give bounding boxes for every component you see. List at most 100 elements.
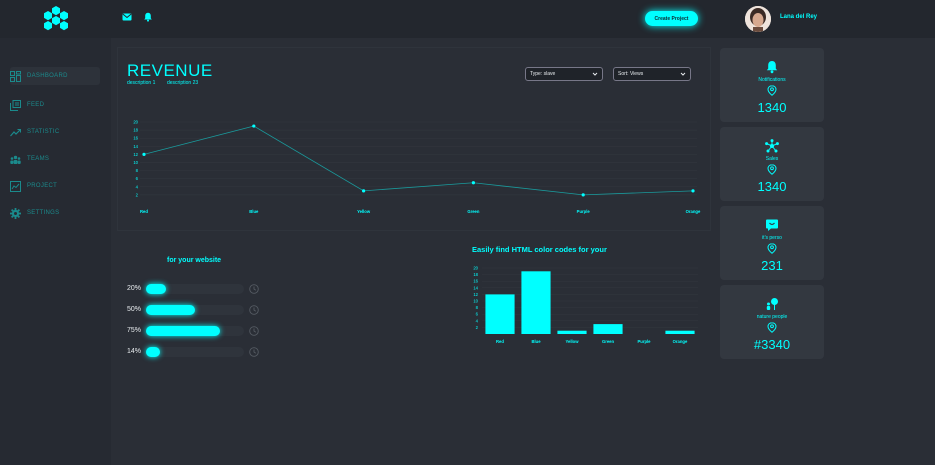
y-tick-label: 10 — [473, 299, 478, 304]
stat-card-value: 1340 — [757, 179, 787, 194]
data-point — [471, 181, 475, 185]
stat-card-notifications[interactable]: Notifications 1340 — [720, 48, 824, 122]
x-tick-label: Yellow — [357, 209, 371, 214]
network-icon — [765, 139, 779, 153]
clock-icon — [249, 347, 259, 357]
y-tick-label: 8 — [136, 168, 139, 173]
avatar[interactable] — [745, 6, 771, 32]
y-tick-label: 4 — [136, 184, 139, 189]
x-tick-label: Blue — [249, 209, 259, 214]
y-tick-label: 2 — [476, 325, 479, 330]
bar — [665, 330, 695, 334]
clock-icon — [249, 305, 259, 315]
sort-select-value: Sort: Views — [618, 71, 644, 77]
revenue-panel — [118, 48, 710, 230]
data-point — [142, 152, 146, 156]
location-pin-icon — [767, 85, 777, 96]
x-tick-label: Purple — [577, 209, 591, 214]
x-tick-label: Purple — [637, 339, 651, 344]
y-tick-label: 14 — [133, 144, 138, 149]
y-tick-label: 8 — [476, 305, 479, 310]
top-bar — [0, 0, 935, 38]
progress-track — [146, 284, 244, 294]
location-pin-icon — [767, 243, 777, 254]
x-tick-label: Orange — [686, 209, 701, 214]
data-line — [143, 125, 694, 196]
y-tick-label: 4 — [476, 318, 479, 323]
sidebar-item-feed[interactable]: FEED — [10, 96, 100, 114]
stat-card-value: #3340 — [753, 337, 791, 352]
progress-title: for your website — [167, 257, 222, 264]
type-select[interactable]: Type: slave — [525, 67, 603, 81]
progress-label: 14% — [127, 348, 142, 355]
x-tick-label: Green — [602, 339, 615, 344]
progress-fill — [146, 305, 195, 315]
x-tick-label: Red — [496, 339, 504, 344]
data-point — [362, 189, 366, 193]
chevron-down-icon — [592, 72, 598, 76]
y-tick-label: 18 — [133, 128, 138, 133]
bar-chart-title: Easily find HTML color codes for your — [472, 245, 607, 254]
sidebar-item-settings[interactable]: SETTINGS — [10, 204, 100, 222]
statistic-icon — [10, 128, 21, 136]
sidebar-item-statistic[interactable]: STATISTIC — [10, 123, 100, 141]
progress-fill — [146, 347, 160, 357]
y-tick-label: 12 — [133, 152, 138, 157]
progress-fill — [146, 284, 166, 294]
stat-card-perso[interactable]: it's perso 231 — [720, 206, 824, 280]
sidebar-item-dashboard[interactable]: DASHBOARD — [10, 67, 100, 85]
y-tick-label: 16 — [133, 136, 138, 141]
page-title: REVENUE — [127, 61, 213, 80]
bell-icon[interactable] — [143, 12, 153, 22]
create-project-button[interactable]: Create Project — [645, 11, 698, 26]
bar — [485, 294, 515, 334]
stat-card-sales[interactable]: Sales 1340 — [720, 127, 824, 201]
mail-icon[interactable] — [122, 12, 132, 22]
chevron-down-icon — [680, 72, 686, 76]
settings-icon — [10, 207, 21, 219]
y-tick-label: 10 — [133, 160, 138, 165]
person-tree-icon — [766, 298, 778, 310]
user-name[interactable]: Lana del Rey — [780, 14, 818, 20]
location-pin-icon — [767, 322, 777, 333]
x-tick-label: Yellow — [565, 339, 579, 344]
description-1: description 1 — [127, 80, 156, 86]
stat-card-value: 231 — [761, 258, 783, 273]
progress-label: 20% — [127, 285, 142, 292]
x-tick-label: Green — [467, 209, 480, 214]
x-tick-label: Blue — [531, 339, 541, 344]
bar — [521, 271, 551, 334]
type-select-value: Type: slave — [530, 71, 556, 77]
bell-icon — [766, 61, 778, 74]
stat-card-label: it's perso — [762, 235, 782, 241]
sidebar-item-label: PROJECT — [27, 183, 58, 189]
stat-card-label: Notifications — [758, 77, 786, 83]
teams-icon — [10, 155, 21, 164]
sidebar-item-label: SETTINGS — [27, 210, 60, 216]
sidebar-item-teams[interactable]: TEAMS — [10, 150, 100, 168]
sidebar-item-label: STATISTIC — [27, 129, 60, 135]
hexagon-logo-icon[interactable] — [42, 5, 70, 31]
sort-select[interactable]: Sort: Views — [613, 67, 691, 81]
progress-label: 75% — [127, 327, 142, 334]
feed-icon — [10, 99, 21, 111]
y-tick-label: 2 — [136, 192, 139, 197]
x-tick-label: Red — [140, 209, 148, 214]
sidebar-item-project[interactable]: PROJECT — [10, 177, 100, 195]
data-point — [581, 193, 585, 197]
stat-card-label: nature people — [756, 314, 788, 320]
progress-track — [146, 305, 244, 315]
data-point — [691, 189, 695, 193]
progress-track — [146, 347, 244, 357]
clock-icon — [249, 284, 259, 294]
y-tick-label: 6 — [136, 176, 139, 181]
y-tick-label: 20 — [133, 120, 138, 125]
y-tick-label: 20 — [473, 266, 478, 271]
progress-track — [146, 326, 244, 336]
progress-label: 50% — [127, 306, 142, 313]
progress-fill — [146, 326, 220, 336]
revenue-line-chart: 2 4 6 8 10 12 14 16 18 20 Red Blue Yellow Green Purple… — [133, 120, 701, 215]
stat-card-nature-people[interactable]: nature people #3340 — [720, 285, 824, 359]
y-tick-label: 6 — [476, 312, 479, 317]
